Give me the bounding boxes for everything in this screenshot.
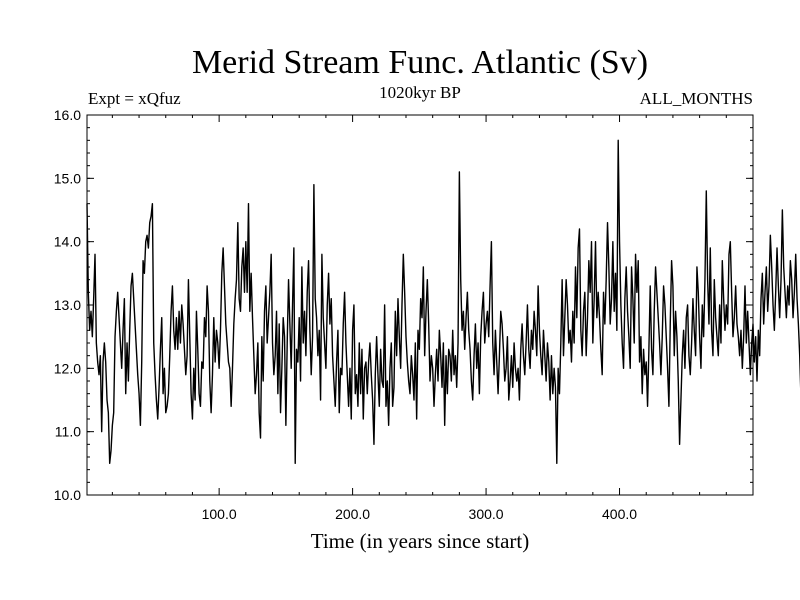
y-tick-label: 14.0: [54, 234, 81, 250]
chart-title: Merid Stream Func. Atlantic (Sv): [192, 44, 648, 81]
x-tick-label: 100.0: [202, 506, 237, 522]
y-tick-label: 12.0: [54, 360, 81, 376]
y-tick-label: 15.0: [54, 170, 81, 186]
x-axis: 100.0 200.0 300.0 400.0: [111, 115, 727, 522]
x-tick-label: 300.0: [469, 506, 504, 522]
y-tick-label: 11.0: [55, 424, 81, 440]
y-tick-label: 16.0: [54, 107, 81, 123]
y-tick-label: 10.0: [54, 487, 81, 503]
chart-subtitle-center: 1020kyr BP: [379, 83, 461, 102]
y-tick-label: 13.0: [54, 297, 81, 313]
chart-subtitle-right: ALL_MONTHS: [640, 89, 753, 108]
series-layer: [86, 139, 800, 465]
x-tick-label: 200.0: [335, 506, 370, 522]
y-axis: 10.0 11.0 12.0 13.0 14.0 15.0 16.0: [54, 107, 753, 503]
x-tick-label: 400.0: [602, 506, 637, 522]
chart-subtitle-left: Expt = xQfuz: [88, 89, 181, 108]
series-line: [86, 139, 800, 465]
x-axis-label: Time (in years since start): [311, 529, 530, 553]
